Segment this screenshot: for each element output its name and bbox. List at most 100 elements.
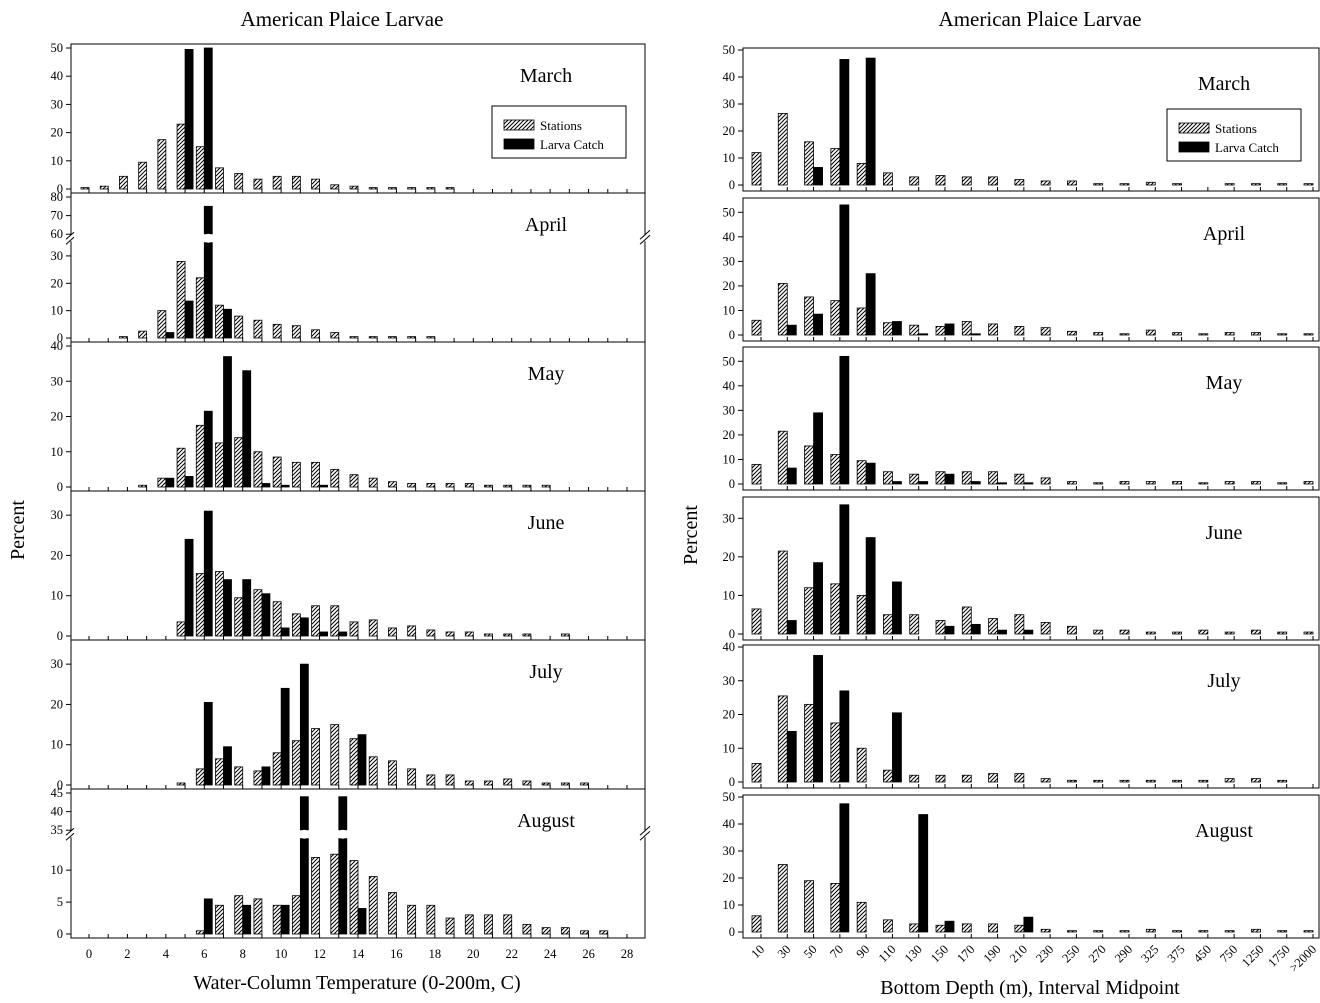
right-panel-2-ytick-label-4: 40: [723, 379, 736, 393]
right-panel-2-larva-bar-3: [839, 355, 850, 485]
left-panel-0-stations-bar-10: [272, 175, 282, 190]
left-panel-2-stations-bar-4: [157, 477, 167, 488]
right-panel-4-larva-bar-5: [892, 712, 902, 783]
right-panel-0-larva-bar-3: [839, 59, 850, 186]
right-panel-4-larva-bar-1: [786, 730, 797, 783]
right-panel-4-ytick-label-0: 0: [729, 775, 735, 789]
right-panel-1-ytick-label-0: 0: [729, 328, 735, 342]
right-panel-2-stations-bar-14: [1119, 481, 1130, 485]
right-x-axis-label: Bottom Depth (m), Interval Midpoint: [880, 977, 1180, 999]
left-panel-4-ytick-label-3: 30: [51, 657, 64, 671]
left-panel-5-stations-bar-27: [599, 930, 609, 935]
left-panel-5-stations-bar-13: [330, 853, 340, 935]
left-panel-5-stations-bar-8: [234, 895, 244, 935]
right-panel-0-stations-bar-10: [1014, 179, 1025, 186]
right-panel-3-stations-bar-4: [856, 595, 867, 635]
left-panel-1-ytick-label-5: 70: [51, 209, 64, 223]
left-panel-0-ytick-label-1: 10: [51, 154, 64, 168]
right-panel-3-ytick-label-2: 20: [723, 550, 736, 564]
right-panel-1-stations-bar-14: [1119, 333, 1130, 336]
left-panel-5-ytick-label-0: 0: [57, 927, 63, 941]
right-panel-2-stations-bar-19: [1251, 481, 1261, 485]
left-panel-3-larva-bar-12: [319, 631, 328, 637]
right-panel-0-ytick-label-3: 30: [723, 97, 736, 111]
right-panel-1-stations-bar-6: [909, 324, 920, 336]
left-panel-5-ytick-label-5: 45: [51, 786, 64, 800]
left-panel-2-stations-bar-3: [138, 484, 148, 488]
right-panel-5-larva-bar-6: [918, 814, 929, 933]
left-panel-3-larva-bar-9: [261, 593, 271, 637]
left-panel-0-stations-bar-9: [253, 178, 263, 190]
right-panel-3-stations-bar-13: [1093, 629, 1104, 635]
right-panel-0-month-label: March: [1198, 73, 1250, 95]
left-panel-4-stations-bar-19: [445, 774, 455, 786]
left-panel-4-stations-bar-13: [330, 724, 340, 786]
right-panel-1-stations-bar-18: [1224, 332, 1235, 336]
left-x-tick-label-9: 18: [429, 947, 442, 961]
right-panel-1-ytick-label-5: 50: [723, 205, 736, 219]
left-panel-1-stations-bar-16: [388, 336, 397, 339]
right-panel-2-stations-bar-6: [909, 473, 920, 485]
right-panel-0-larva-bar-4: [865, 57, 876, 186]
left-x-tick-label-1: 2: [124, 947, 130, 961]
left-panel-3-stations-bar-6: [195, 573, 205, 637]
right-panel-4-stations-bar-7: [935, 774, 946, 783]
left-panel-4-stations-bar-26: [580, 782, 589, 786]
right-panel-2-stations-bar-5: [883, 471, 893, 485]
left-panel-1-month-label: April: [525, 214, 568, 236]
left-panel-1-stations-bar-10: [272, 323, 282, 339]
left-x-tick-label-13: 26: [582, 947, 595, 961]
left-panel-1-axis-break-mark-a: [65, 231, 75, 240]
right-panel-3-stations-bar-0: [751, 608, 762, 635]
right-panel-3-stations-bar-19: [1251, 629, 1261, 635]
left-panel-1-right-break-b: [639, 234, 651, 245]
right-panel-3-stations-bar-16: [1172, 631, 1182, 635]
left-panel-4-stations-bar-24: [541, 782, 551, 786]
right-panel-2-stations-bar-9: [988, 471, 998, 485]
left-panel-2-stations-bar-11: [291, 461, 301, 488]
right-panel-4-ytick-label-1: 10: [723, 741, 736, 755]
right-panel-2-stations-bar-4: [856, 460, 867, 485]
right-panel-4-stations-bar-17: [1198, 779, 1209, 783]
right-panel-3-stations-bar-1: [777, 550, 788, 635]
left-x-tick-label-10: 20: [467, 947, 480, 961]
right-panel-1-ytick-label-4: 40: [723, 230, 736, 244]
right-panel-0-stations-bar-5: [883, 172, 893, 186]
left-panel-1-larva-bar-6: [203, 205, 213, 339]
right-panel-4-stations-bar-4: [856, 747, 867, 783]
right-panel-0-ytick-label-4: 40: [723, 70, 736, 84]
right-panel-3-stations-bar-17: [1198, 629, 1209, 635]
left-panel-3-stations-bar-18: [426, 629, 436, 637]
left-panel-3-stations-bar-14: [349, 621, 359, 637]
right-panel-3-ytick-label-1: 10: [723, 588, 736, 602]
left-panel-1-bar-break-dot-6: [203, 233, 213, 243]
right-panel-1-larva-bar-8: [970, 333, 981, 336]
left-panel-2-larva-bar-9: [261, 483, 271, 488]
left-panel-0-stations-bar-7: [215, 167, 224, 190]
right-panel-2-stations-bar-21: [1303, 481, 1314, 485]
left-x-axis-label: Water-Column Temperature (0-200m, C): [193, 972, 520, 994]
left-x-tick-label-12: 24: [544, 947, 557, 961]
left-panel-3-stations-bar-16: [388, 627, 397, 637]
right-panel-4-stations-bar-12: [1067, 779, 1077, 783]
left-panel-4-stations-bar-5: [176, 782, 186, 786]
right-panel-5-ytick-label-2: 20: [723, 871, 736, 885]
left-panel-2-stations-bar-23: [522, 484, 532, 488]
right-panel-1-stations-bar-2: [804, 296, 814, 336]
right-panel-4-stations-bar-8: [961, 774, 972, 783]
left-panel-3-stations-bar-11: [291, 613, 301, 637]
left-panel-0-ytick-label-3: 30: [51, 97, 64, 111]
right-panel-1-larva-bar-7: [944, 323, 955, 336]
right-panel-0-stations-bar-13: [1093, 183, 1104, 186]
left-panel-2-stations-bar-21: [484, 484, 493, 488]
right-panel-5-month-label: August: [1195, 820, 1253, 842]
left-panel-2-stations-bar-19: [445, 483, 455, 488]
left-panel-1-ytick-label-2: 20: [51, 276, 64, 290]
right-panel-2-frame: [742, 346, 1320, 491]
right-panel-2-stations-bar-12: [1067, 481, 1077, 485]
right-panel-4-stations-bar-1: [777, 695, 788, 783]
right-panel-2-stations-bar-7: [935, 471, 946, 485]
left-panel-4-stations-bar-18: [426, 774, 436, 786]
right-x-tick-label-13: 270: [1086, 942, 1109, 965]
right-panel-2-larva-bar-5: [892, 481, 902, 485]
